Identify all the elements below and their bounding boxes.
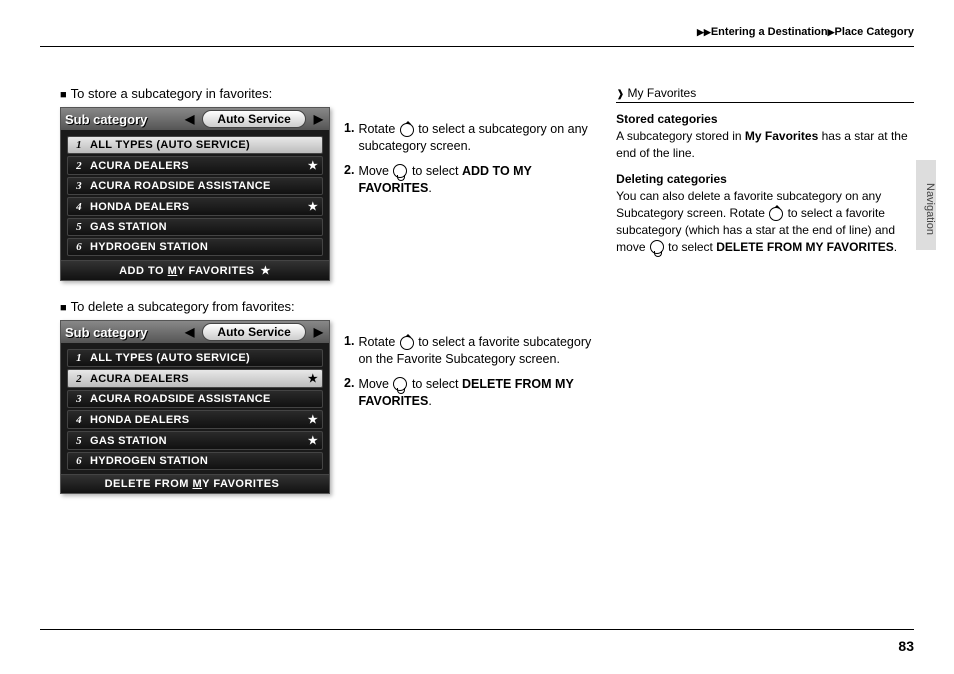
list-item[interactable]: 3ACURA ROADSIDE ASSISTANCE (67, 390, 323, 408)
sidebar-block-stored: Stored categories A subcategory stored i… (616, 111, 914, 161)
list-item[interactable]: 6HYDROGEN STATION (67, 452, 323, 470)
list-item[interactable]: 2ACURA DEALERS★ (67, 369, 323, 388)
category-pill[interactable]: Auto Service (202, 323, 305, 341)
header-rule (40, 46, 914, 47)
screen-header: Sub category ◀ Auto Service ▶ (61, 321, 329, 343)
screen-label: Sub category (65, 112, 147, 127)
breadcrumb-b: Place Category (835, 26, 914, 38)
rotate-icon (769, 207, 783, 221)
breadcrumb-arrow-icon: ▶ (828, 27, 835, 38)
screen-label: Sub category (65, 325, 147, 340)
move-icon (393, 164, 407, 178)
screen-store: Sub category ◀ Auto Service ▶ 1ALL TYPES… (60, 107, 330, 281)
rotate-icon (400, 336, 414, 350)
screen-footer-add[interactable]: ADD TO MY FAVORITES★ (61, 260, 329, 280)
list-item[interactable]: 2ACURA DEALERS★ (67, 156, 323, 175)
list-item[interactable]: 6HYDROGEN STATION (67, 238, 323, 256)
right-arrow-icon[interactable]: ▶ (312, 112, 325, 126)
list-item[interactable]: 1ALL TYPES (AUTO SERVICE) (67, 349, 323, 367)
right-arrow-icon[interactable]: ▶ (312, 325, 325, 339)
left-arrow-icon[interactable]: ◀ (183, 325, 196, 339)
sidebar-block-deleting: Deleting categories You can also delete … (616, 171, 914, 255)
screen-header: Sub category ◀ Auto Service ▶ (61, 108, 329, 130)
breadcrumb: ▶▶Entering a Destination▶Place Category (697, 26, 914, 38)
section-title-delete: ■To delete a subcategory from favorites: (60, 299, 592, 314)
page-number: 83 (898, 638, 914, 654)
list-item[interactable]: 1ALL TYPES (AUTO SERVICE) (67, 136, 323, 154)
footer-rule (40, 629, 914, 630)
list-item[interactable]: 5GAS STATION★ (67, 431, 323, 450)
left-arrow-icon[interactable]: ◀ (183, 112, 196, 126)
steps-delete: 1.Rotate to select a favorite subcategor… (344, 320, 592, 494)
rotate-icon (400, 123, 414, 137)
list-item[interactable]: 5GAS STATION (67, 218, 323, 236)
side-tab-navigation: Navigation (916, 160, 936, 250)
screen-footer-delete[interactable]: DELETE FROM MY FAVORITES (61, 474, 329, 493)
breadcrumb-a: Entering a Destination (711, 26, 828, 38)
breadcrumb-arrow-icon: ▶▶ (697, 27, 711, 38)
move-icon (393, 377, 407, 391)
move-icon (650, 240, 664, 254)
list-item[interactable]: 4HONDA DEALERS★ (67, 410, 323, 429)
screen-delete: Sub category ◀ Auto Service ▶ 1ALL TYPES… (60, 320, 330, 494)
section-title-store: ■To store a subcategory in favorites: (60, 86, 592, 101)
sidebar-heading: ❱My Favorites (616, 86, 914, 103)
steps-store: 1.Rotate to select a subcategory on any … (344, 107, 592, 281)
list-item[interactable]: 4HONDA DEALERS★ (67, 197, 323, 216)
list-item[interactable]: 3ACURA ROADSIDE ASSISTANCE (67, 177, 323, 195)
category-pill[interactable]: Auto Service (202, 110, 305, 128)
